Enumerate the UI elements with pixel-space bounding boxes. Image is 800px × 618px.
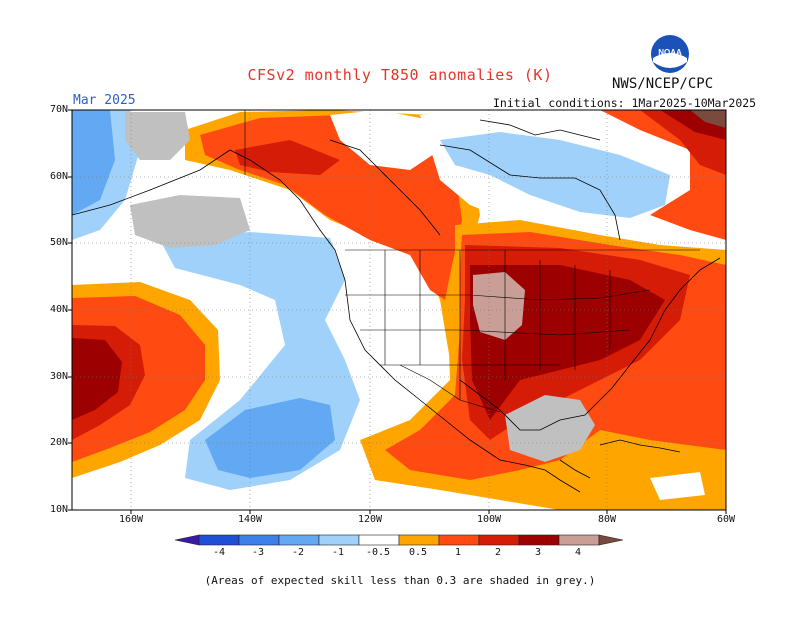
org-label: NWS/NCEP/CPC <box>612 76 714 92</box>
legend-swatch <box>238 534 280 546</box>
anomaly-grey-pacific <box>130 195 250 248</box>
lat-label: 20N <box>49 437 68 448</box>
anomaly-darkred-alaska <box>235 140 340 175</box>
legend-label: -0.5 <box>365 547 391 558</box>
legend-label: -3 <box>251 547 265 558</box>
lat-label: 10N <box>49 504 68 515</box>
legend-label: -1 <box>331 547 345 558</box>
lat-label: 70N <box>49 104 68 115</box>
legend-label: 1 <box>454 547 462 558</box>
legend-swatch <box>438 534 480 546</box>
lat-label: 50N <box>49 237 68 248</box>
valid-month: Mar 2025 <box>73 93 136 108</box>
graticule <box>72 110 726 510</box>
legend-label: 3 <box>534 547 542 558</box>
legend-arrow-right <box>598 534 624 546</box>
anomaly-white-north <box>330 110 440 170</box>
anomaly-grey-gulf <box>505 395 595 462</box>
legend-arrow-left <box>174 534 200 546</box>
noaa-logo-icon: NOAA <box>651 35 689 73</box>
chart-title: CFSv2 monthly T850 anomalies (K) <box>247 66 553 84</box>
lon-label: 80W <box>597 514 617 525</box>
anomaly-maroon-west-pacific <box>72 338 122 420</box>
legend-swatch <box>398 534 440 546</box>
lat-label: 40N <box>49 304 68 315</box>
legend-label: -2 <box>291 547 305 558</box>
legend-colorbar <box>174 534 624 546</box>
anomaly-brown-northeast <box>690 110 726 128</box>
lat-label: 60N <box>49 171 68 182</box>
legend-swatch <box>478 534 520 546</box>
lon-label: 100W <box>476 514 502 525</box>
legend-label: -4 <box>212 547 226 558</box>
anomaly-grey-northwest <box>125 112 190 160</box>
anomaly-blue-northwest <box>72 110 115 215</box>
legend-swatch <box>318 534 360 546</box>
anomaly-blue-pacific <box>205 398 335 478</box>
lat-label: 30N <box>49 371 68 382</box>
legend-label: 2 <box>494 547 502 558</box>
legend-swatch <box>358 534 400 546</box>
lon-label: 120W <box>357 514 383 525</box>
coastlines <box>72 119 721 493</box>
legend-label: 0.5 <box>408 547 428 558</box>
anomaly-lightblue-canada <box>440 132 670 218</box>
legend-swatch <box>198 534 240 546</box>
political-borders <box>244 110 700 413</box>
anomaly-white-atlantic <box>650 472 705 500</box>
legend-swatch <box>558 534 600 546</box>
lon-label: 160W <box>118 514 144 525</box>
legend-swatch <box>518 534 560 546</box>
lon-label: 60W <box>716 514 736 525</box>
legend-swatch <box>278 534 320 546</box>
lon-label: 140W <box>237 514 263 525</box>
axis-ticks <box>68 109 727 514</box>
initial-conditions: Initial conditions: 1Mar2025-10Mar2025 <box>493 96 757 110</box>
footnote: (Areas of expected skill less than 0.3 a… <box>204 574 596 587</box>
legend-label: 4 <box>574 547 582 558</box>
noaa-logo-text: NOAA <box>658 48 682 57</box>
anomaly-rosybrown-plains <box>473 272 525 340</box>
